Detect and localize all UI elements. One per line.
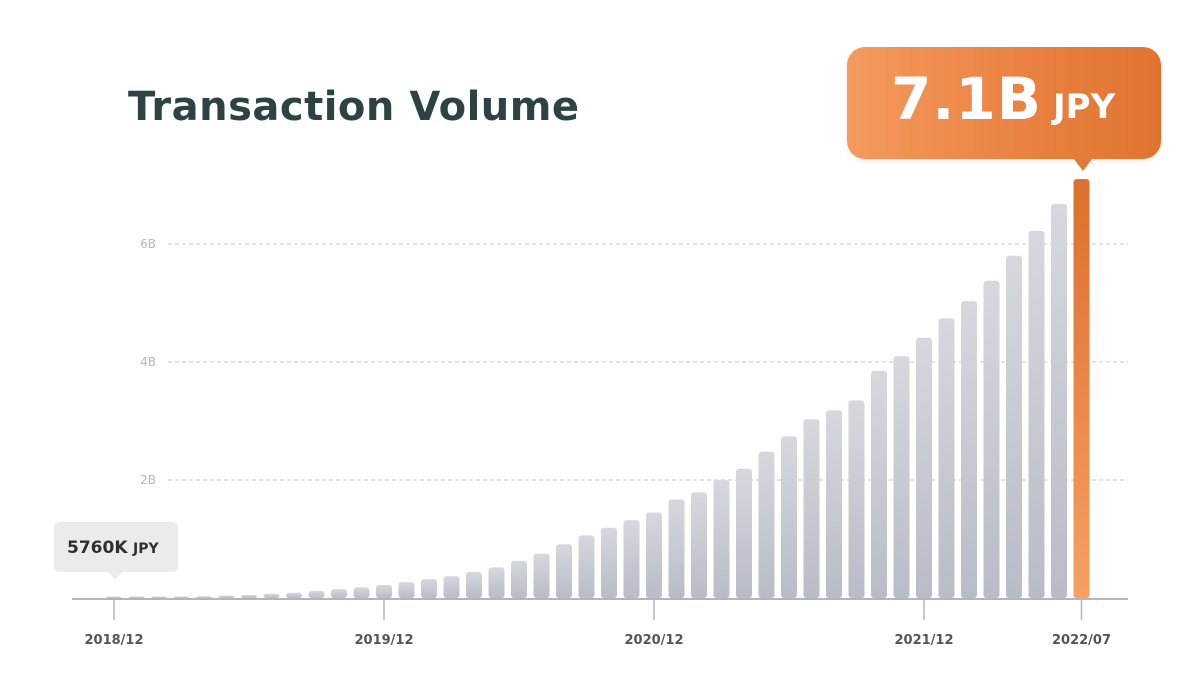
x-tick-label: 2021/12 [894,633,953,648]
bar [1051,203,1067,598]
bar [173,596,190,598]
bar [128,596,145,598]
first-value: 5760K [67,538,128,558]
bar [218,595,235,598]
bar [331,589,347,598]
x-tick-label: 2020/12 [624,633,683,648]
bar [286,592,302,598]
bar [443,576,460,598]
bar [713,480,730,598]
bar [938,318,955,598]
grid-lines: 2B 4B 6B [140,237,1128,487]
bar [488,567,505,598]
bar [826,410,842,598]
bar [308,590,325,598]
bar [736,468,752,598]
bar [601,527,617,598]
bar [893,356,910,598]
bar [691,492,707,598]
bar [353,587,370,598]
bar-series [106,179,1090,599]
chart-title: Transaction Volume [128,84,580,130]
bar [263,593,280,598]
bar [398,582,415,598]
bar [241,595,257,598]
bar [106,596,122,598]
x-tick-label: 2019/12 [354,633,413,648]
latest-value-callout: 7.1B JPY [847,47,1161,171]
bar [151,596,167,598]
bar [1028,231,1045,598]
bar [376,585,392,598]
bar [803,419,820,598]
bar [758,451,775,598]
x-axis: 2018/12 2019/12 2020/12 2021/12 2022/07 [72,598,1128,648]
y-tick-label: 6B [140,237,156,251]
bar-highlight [1073,179,1090,598]
bar [983,280,1000,598]
bar [533,553,550,598]
bar [623,520,640,598]
bar [578,535,595,598]
bar [421,579,437,598]
bar [668,499,685,598]
x-tick-label: 2018/12 [84,633,143,648]
bar [1006,255,1022,599]
bar [871,370,887,598]
latest-value: 7.1B [891,65,1042,133]
y-tick-label: 4B [140,355,156,369]
bar [196,596,212,598]
bar [848,400,865,598]
bar [916,337,932,598]
first-unit: JPY [133,541,159,557]
bar [646,512,662,598]
first-value-callout: 5760K JPY [54,522,178,580]
y-tick-label: 2B [140,473,156,487]
bar [466,572,482,598]
bar [961,301,977,598]
bar [511,560,527,598]
bar [781,436,797,598]
bar [556,544,572,598]
x-tick-label: 2022/07 [1052,633,1111,648]
latest-unit: JPY [1053,87,1116,127]
